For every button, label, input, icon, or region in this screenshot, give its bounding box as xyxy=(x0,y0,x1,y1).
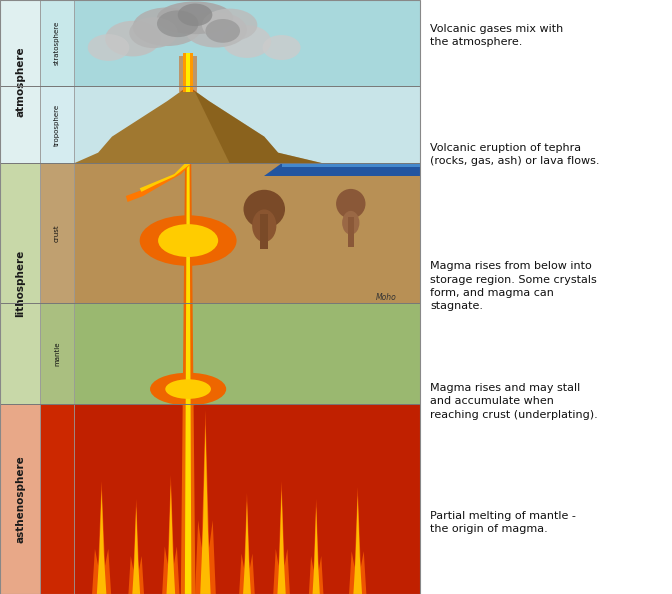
Bar xyxy=(0,404,40,594)
Ellipse shape xyxy=(263,35,300,60)
Bar xyxy=(40,0,74,86)
Polygon shape xyxy=(349,487,366,594)
Bar xyxy=(74,163,420,303)
Polygon shape xyxy=(140,163,192,192)
Bar xyxy=(40,303,74,404)
Polygon shape xyxy=(278,490,286,594)
Bar xyxy=(40,86,74,163)
Text: Moho: Moho xyxy=(376,293,396,302)
Ellipse shape xyxy=(336,189,366,219)
Polygon shape xyxy=(185,163,192,594)
Ellipse shape xyxy=(150,373,226,406)
Ellipse shape xyxy=(206,19,240,43)
Bar xyxy=(0,163,40,404)
Bar xyxy=(74,404,420,594)
Ellipse shape xyxy=(202,8,257,42)
Text: atmosphere: atmosphere xyxy=(15,46,25,117)
Ellipse shape xyxy=(177,4,212,26)
Ellipse shape xyxy=(133,8,202,46)
Text: lithosphere: lithosphere xyxy=(15,250,25,317)
Text: crust: crust xyxy=(54,225,60,242)
Text: Magma rises and may stall
and accumulate when
reaching crust (underplating).: Magma rises and may stall and accumulate… xyxy=(430,383,598,419)
Text: stratosphere: stratosphere xyxy=(54,21,60,65)
Polygon shape xyxy=(264,163,420,176)
Bar xyxy=(186,53,190,92)
Polygon shape xyxy=(92,481,111,594)
Text: Volcanic gases mix with
the atmosphere.: Volcanic gases mix with the atmosphere. xyxy=(430,24,563,47)
Polygon shape xyxy=(195,410,216,594)
Polygon shape xyxy=(274,481,290,594)
Text: troposphere: troposphere xyxy=(54,104,60,146)
Text: Volcanic eruption of tephra
(rocks, gas, ash) or lava flows.: Volcanic eruption of tephra (rocks, gas,… xyxy=(430,143,599,166)
Bar xyxy=(74,303,420,404)
Bar xyxy=(0,0,40,163)
Polygon shape xyxy=(282,163,420,167)
Polygon shape xyxy=(239,493,255,594)
Polygon shape xyxy=(181,163,196,594)
Ellipse shape xyxy=(157,2,233,34)
Polygon shape xyxy=(243,501,251,594)
Ellipse shape xyxy=(243,190,285,228)
Polygon shape xyxy=(128,499,144,594)
Ellipse shape xyxy=(185,12,247,48)
Ellipse shape xyxy=(165,380,211,399)
Bar xyxy=(0,0,420,594)
Bar xyxy=(183,53,193,92)
Ellipse shape xyxy=(140,216,237,266)
Polygon shape xyxy=(126,163,192,202)
Bar xyxy=(74,86,420,163)
Polygon shape xyxy=(132,507,140,594)
Polygon shape xyxy=(167,485,175,594)
Bar xyxy=(40,163,74,303)
Ellipse shape xyxy=(105,21,161,56)
Text: asthenosphere: asthenosphere xyxy=(15,455,25,543)
Ellipse shape xyxy=(88,34,129,61)
Polygon shape xyxy=(312,507,320,594)
Bar xyxy=(347,217,354,247)
Text: mantle: mantle xyxy=(54,341,60,366)
Ellipse shape xyxy=(129,17,177,48)
Polygon shape xyxy=(74,86,323,163)
Bar xyxy=(179,56,197,92)
Polygon shape xyxy=(188,86,323,163)
Bar xyxy=(40,404,74,594)
Ellipse shape xyxy=(158,224,218,257)
Ellipse shape xyxy=(342,211,360,235)
Polygon shape xyxy=(162,475,179,594)
Polygon shape xyxy=(309,499,323,594)
Bar xyxy=(260,214,268,249)
Text: Partial melting of mantle -
the origin of magma.: Partial melting of mantle - the origin o… xyxy=(430,511,576,534)
Ellipse shape xyxy=(252,210,276,242)
Text: Magma rises from below into
storage region. Some crystals
form, and magma can
st: Magma rises from below into storage regi… xyxy=(430,261,597,311)
Ellipse shape xyxy=(157,10,198,37)
Polygon shape xyxy=(97,490,106,594)
Polygon shape xyxy=(353,495,362,594)
Polygon shape xyxy=(200,425,210,594)
Bar xyxy=(74,0,420,86)
Ellipse shape xyxy=(222,25,271,58)
